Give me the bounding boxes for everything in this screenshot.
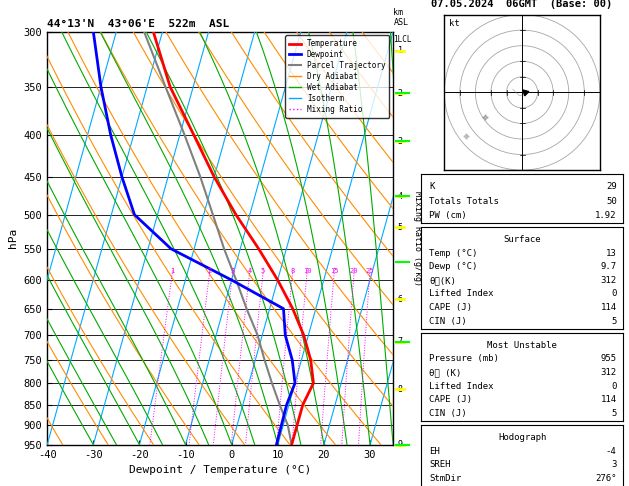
Text: 1LCL: 1LCL (394, 35, 412, 44)
Text: 5: 5 (261, 268, 265, 274)
Text: 20: 20 (350, 268, 359, 274)
Text: 4: 4 (247, 268, 252, 274)
Text: -1: -1 (394, 47, 403, 55)
Text: PW (cm): PW (cm) (430, 211, 467, 220)
Text: Temp (°C): Temp (°C) (430, 249, 478, 258)
Text: θᴄ (K): θᴄ (K) (430, 368, 462, 377)
Text: -3: -3 (394, 137, 403, 145)
Text: 114: 114 (601, 303, 616, 312)
Text: 5: 5 (611, 316, 616, 326)
Text: 07.05.2024  06GMT  (Base: 00): 07.05.2024 06GMT (Base: 00) (431, 0, 613, 9)
Text: K: K (430, 182, 435, 191)
Text: 312: 312 (601, 276, 616, 285)
Text: 50: 50 (606, 196, 616, 206)
Text: 1.92: 1.92 (595, 211, 616, 220)
Text: kt: kt (449, 19, 460, 28)
Text: 312: 312 (601, 368, 616, 377)
Text: -6: -6 (394, 295, 403, 304)
Text: StmDir: StmDir (430, 474, 462, 483)
Text: 276°: 276° (595, 474, 616, 483)
Text: 8: 8 (291, 268, 294, 274)
Text: 2: 2 (208, 268, 211, 274)
Text: 3: 3 (611, 461, 616, 469)
Text: 0: 0 (611, 290, 616, 298)
Text: 25: 25 (365, 268, 374, 274)
Text: 955: 955 (601, 354, 616, 364)
Text: km
ASL: km ASL (394, 8, 408, 27)
Text: SREH: SREH (430, 461, 451, 469)
Text: 15: 15 (330, 268, 338, 274)
Text: -8: -8 (394, 385, 403, 394)
Text: EH: EH (430, 447, 440, 456)
Text: Dewp (°C): Dewp (°C) (430, 262, 478, 271)
Text: CIN (J): CIN (J) (430, 316, 467, 326)
Text: CAPE (J): CAPE (J) (430, 395, 472, 404)
X-axis label: Dewpoint / Temperature (°C): Dewpoint / Temperature (°C) (129, 465, 311, 475)
Text: 5: 5 (611, 409, 616, 418)
Text: 10: 10 (303, 268, 311, 274)
Text: 13: 13 (606, 249, 616, 258)
Legend: Temperature, Dewpoint, Parcel Trajectory, Dry Adiabat, Wet Adiabat, Isotherm, Mi: Temperature, Dewpoint, Parcel Trajectory… (286, 35, 389, 118)
Text: Pressure (mb): Pressure (mb) (430, 354, 499, 364)
Text: 3: 3 (230, 268, 235, 274)
Text: -7: -7 (394, 337, 403, 346)
Text: 9.7: 9.7 (601, 262, 616, 271)
Text: Mixing Ratio (g/kg): Mixing Ratio (g/kg) (413, 191, 422, 286)
Text: 0: 0 (611, 382, 616, 391)
Text: θᴄ(K): θᴄ(K) (430, 276, 457, 285)
Text: Hodograph: Hodograph (498, 433, 546, 442)
Text: -5: -5 (394, 223, 403, 232)
Text: Totals Totals: Totals Totals (430, 196, 499, 206)
Text: 29: 29 (606, 182, 616, 191)
Text: Surface: Surface (503, 235, 541, 244)
Text: Most Unstable: Most Unstable (487, 341, 557, 350)
Text: -9: -9 (394, 440, 403, 449)
Text: 44°13'N  43°06'E  522m  ASL: 44°13'N 43°06'E 522m ASL (47, 19, 230, 30)
Text: 1: 1 (170, 268, 174, 274)
Text: -4: -4 (606, 447, 616, 456)
Text: Lifted Index: Lifted Index (430, 290, 494, 298)
Y-axis label: hPa: hPa (8, 228, 18, 248)
Text: -2: -2 (394, 88, 403, 98)
Text: CAPE (J): CAPE (J) (430, 303, 472, 312)
Text: -4: -4 (394, 192, 403, 201)
Text: 114: 114 (601, 395, 616, 404)
Text: Lifted Index: Lifted Index (430, 382, 494, 391)
Text: CIN (J): CIN (J) (430, 409, 467, 418)
